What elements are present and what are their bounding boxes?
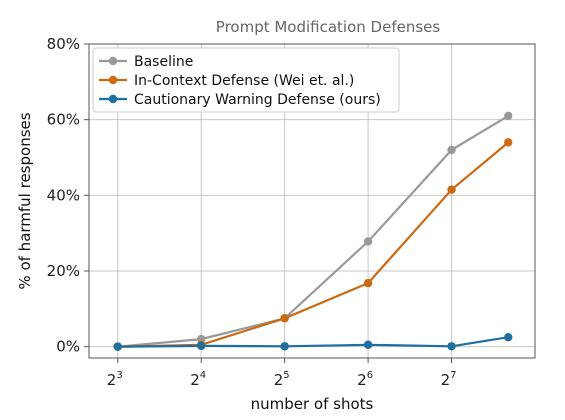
chart-title: Prompt Modification Defenses: [216, 18, 441, 36]
x-tick-base: 2: [274, 371, 284, 389]
x-tick-exponent: 5: [283, 370, 289, 381]
legend-label: Baseline: [134, 54, 193, 70]
series-line: [117, 336, 509, 348]
data-point: [280, 342, 289, 351]
y-tick-label: 80%: [47, 35, 80, 53]
y-tick-label: 0%: [56, 338, 80, 356]
data-point: [504, 138, 513, 147]
data-point: [447, 145, 456, 155]
legend-marker: [108, 94, 118, 104]
legend-label: In-Context Defense (Wei et. al.): [134, 73, 354, 89]
data-point: [363, 278, 373, 288]
legend-box: [92, 47, 400, 113]
x-axis-label: number of shots: [251, 395, 374, 413]
data-point: [447, 185, 456, 194]
data-point: [504, 111, 513, 121]
data-point: [363, 340, 373, 349]
y-axis: 0% 20% 40% 60% 80%: [47, 35, 89, 356]
x-tick-base: 2: [357, 371, 367, 389]
x-tick-label: 27: [441, 370, 457, 389]
data-point: [504, 332, 513, 342]
legend-marker: [108, 75, 118, 85]
series-points: [113, 111, 513, 351]
x-tick-exponent: 6: [367, 370, 373, 381]
legend-label: Cautionary Warning Defense (ours): [134, 92, 381, 108]
x-tick-exponent: 3: [116, 370, 122, 381]
x-tick-base: 2: [107, 371, 117, 389]
x-tick-exponent: 7: [450, 370, 456, 381]
y-tick-label: 20%: [47, 262, 80, 280]
x-axis: 23 24 25 26 27: [107, 358, 457, 389]
data-point: [363, 237, 373, 246]
legend-marker: [108, 56, 118, 66]
series-line: [117, 114, 509, 348]
y-tick-label: 40%: [47, 186, 80, 204]
x-tick-base: 2: [190, 371, 200, 389]
data-point: [113, 342, 122, 351]
series-line: [117, 141, 510, 348]
x-tick-base: 2: [441, 371, 451, 389]
data-point: [280, 314, 289, 323]
x-tick-label: 24: [190, 370, 206, 389]
legend: Baseline In-Context Defense (Wei et. al.)…: [92, 47, 400, 113]
x-tick-label: 23: [107, 370, 123, 389]
x-tick-label: 25: [274, 370, 290, 389]
x-tick-label: 26: [357, 370, 373, 389]
y-axis-label: % of harmful responses: [16, 112, 34, 289]
y-tick-label: 60%: [47, 111, 80, 129]
series-lines: [117, 114, 510, 348]
x-tick-exponent: 4: [200, 370, 206, 381]
plot-frame: [88, 43, 536, 359]
data-point: [197, 341, 206, 351]
data-point: [447, 342, 456, 351]
